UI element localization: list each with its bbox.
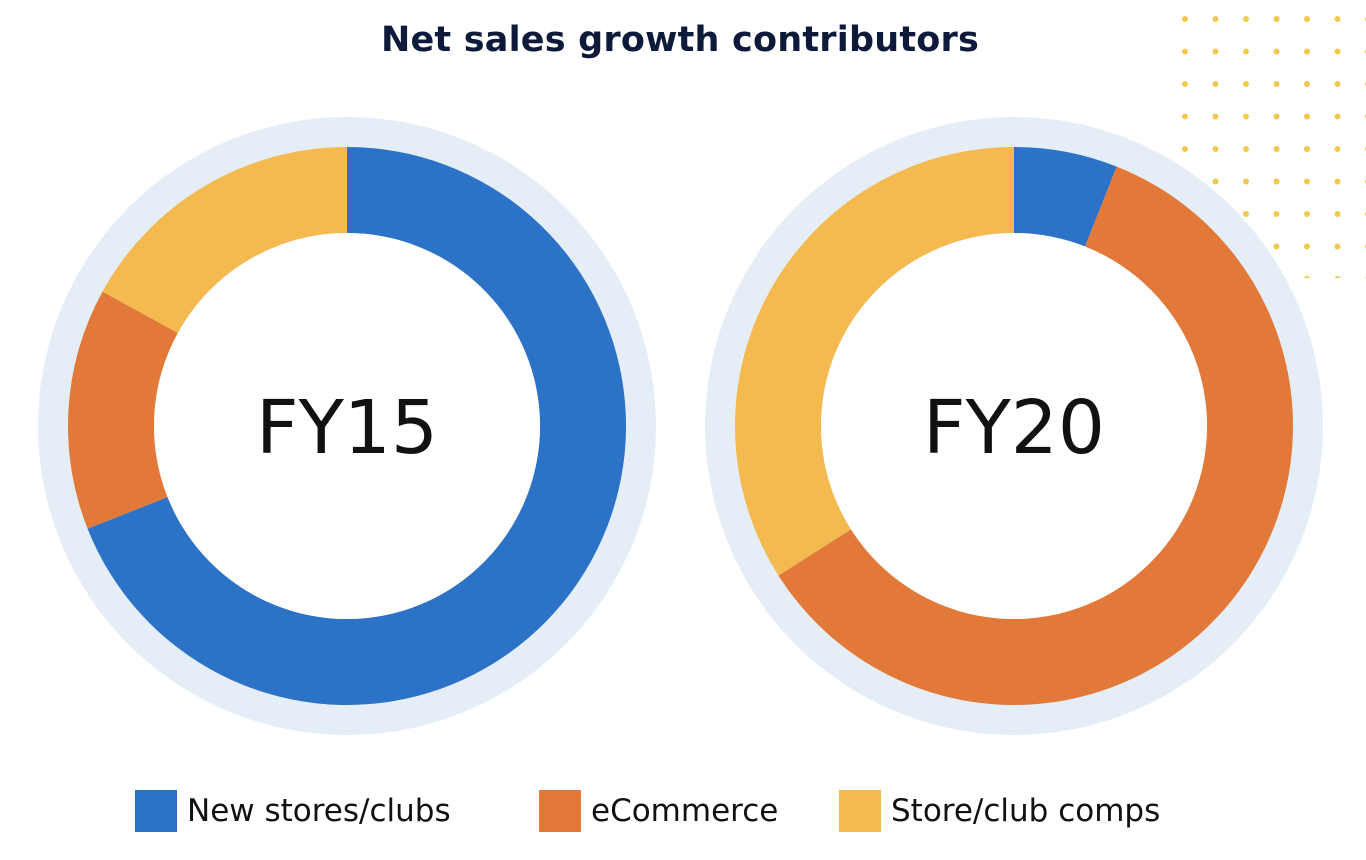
- decorative-dot: [1243, 146, 1249, 152]
- slice-fy15-store-club-comps: [102, 147, 347, 334]
- decorative-dot: [1273, 178, 1280, 185]
- decorative-dot: [1212, 178, 1219, 185]
- decorative-dot: [1304, 211, 1310, 217]
- donut-chart-fy20: FY20: [705, 117, 1323, 735]
- decorative-dot: [1243, 16, 1249, 22]
- decorative-dot: [1304, 113, 1310, 120]
- donut-hole-fy15: [154, 233, 540, 619]
- decorative-dot: [1304, 16, 1310, 22]
- decorative-dot: [1273, 146, 1280, 152]
- legend-swatch-new-stores-clubs: [135, 790, 177, 832]
- slice-fy20-store-club-comps: [734, 146, 1014, 576]
- decorative-dot: [1334, 276, 1341, 278]
- decorative-dot: [1334, 178, 1341, 185]
- decorative-dot: [1273, 113, 1280, 120]
- decorative-dot: [1243, 178, 1249, 185]
- donut-center-label-fy20: FY20: [923, 385, 1105, 471]
- decorative-dot: [1273, 243, 1280, 250]
- slice-fy15-ecommerce: [67, 291, 178, 529]
- decorative-dot: [1334, 113, 1341, 120]
- chart-title: Net sales growth contributors: [380, 20, 979, 60]
- decorative-dot: [1243, 113, 1249, 120]
- decorative-dot: [1304, 81, 1310, 87]
- decorative-dot: [1334, 81, 1341, 87]
- legend-swatch-store-club-comps: [839, 790, 881, 832]
- slice-fy15-new-stores-clubs: [87, 147, 626, 705]
- decorative-dot: [1304, 178, 1310, 185]
- decorative-dot: [1243, 48, 1249, 55]
- decorative-dot: [1212, 113, 1219, 120]
- decorative-dot: [1182, 16, 1188, 22]
- decorative-dot: [1304, 243, 1310, 250]
- legend-label-ecommerce: eCommerce: [591, 793, 779, 829]
- decorative-dot: [1212, 48, 1219, 55]
- decorative-dot: [1212, 81, 1219, 87]
- decorative-dot: [1243, 81, 1249, 87]
- decorative-dot: [1182, 81, 1188, 87]
- donut-chart-fy15: FY15: [38, 117, 656, 735]
- decorative-dot: [1334, 48, 1341, 55]
- decorative-dot: [1304, 146, 1310, 152]
- slice-fy20-ecommerce: [778, 166, 1293, 705]
- decorative-dot: [1243, 211, 1249, 217]
- decorative-dot: [1182, 146, 1188, 152]
- decorative-dot: [1334, 16, 1341, 22]
- decorative-dot: [1273, 81, 1280, 87]
- legend-label-store-club-comps: Store/club comps: [891, 793, 1161, 829]
- decorative-dot: [1273, 48, 1280, 55]
- donut-hole-fy20: [821, 233, 1207, 619]
- donut-center-label-fy15: FY15: [256, 385, 438, 471]
- decorative-dot: [1212, 146, 1219, 152]
- decorative-dot: [1304, 276, 1310, 278]
- decorative-dot: [1334, 146, 1341, 152]
- decorative-dot: [1182, 48, 1188, 55]
- decorative-dot: [1273, 211, 1280, 217]
- slice-fy20-new-stores-clubs: [1014, 147, 1117, 247]
- legend-swatch-ecommerce: [539, 790, 581, 832]
- decorative-dot: [1334, 243, 1341, 250]
- decorative-dot: [1182, 113, 1188, 120]
- legend-label-new-stores-clubs: New stores/clubs: [187, 793, 451, 829]
- decorative-dot: [1304, 48, 1310, 55]
- decorative-dot: [1334, 211, 1341, 217]
- decorative-dot: [1212, 16, 1219, 22]
- decorative-dot: [1273, 16, 1280, 22]
